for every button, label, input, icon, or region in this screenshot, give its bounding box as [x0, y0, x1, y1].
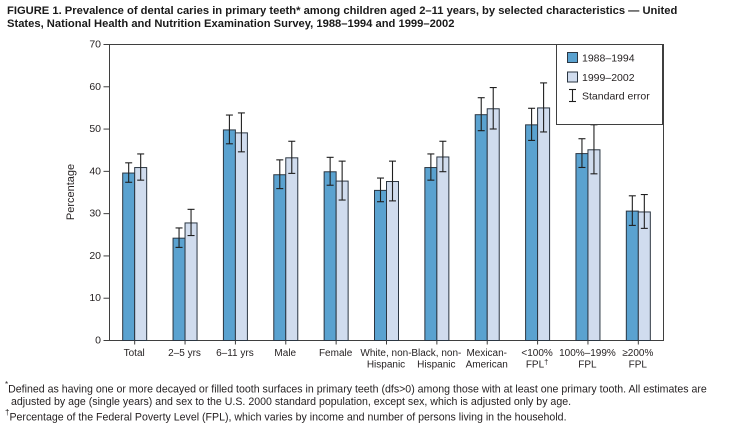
bar — [537, 107, 551, 341]
bar — [335, 180, 349, 341]
footnotes: *Defined as having one or more decayed o… — [5, 380, 734, 424]
x-tick-label: 6–11 yrs — [216, 348, 254, 359]
bar — [122, 172, 136, 341]
error-bar — [640, 193, 648, 229]
legend-error-icon — [569, 88, 576, 103]
figure-title: FIGURE 1. Prevalence of dental caries in… — [7, 5, 731, 31]
bar — [184, 222, 198, 341]
x-tick-label: Black, non- — [411, 348, 461, 359]
error-bar — [540, 82, 548, 133]
footnote-1-continued: adjusted by age (single years) and sex t… — [5, 396, 734, 408]
x-tick-label: Total — [124, 348, 145, 359]
legend-label-1: 1988–1994 — [582, 53, 635, 65]
bar — [222, 129, 236, 341]
x-tick-label: American — [466, 360, 508, 371]
x-tick-label: <100% — [521, 348, 553, 359]
footnote-1: *Defined as having one or more decayed o… — [5, 380, 734, 396]
bar — [625, 210, 639, 341]
legend: 1988–1994 1999–2002 Standard error — [556, 44, 663, 125]
bar — [587, 149, 601, 341]
legend-swatch-1 — [567, 52, 578, 63]
bar — [172, 237, 186, 341]
x-tick-label: 2–5 yrs — [168, 348, 201, 359]
error-bar — [477, 97, 485, 132]
footnote-2-marker: † — [5, 408, 10, 418]
bar — [424, 167, 438, 341]
figure-title-line2: States, National Health and Nutrition Ex… — [7, 18, 455, 30]
x-tick-label: FPL — [578, 360, 597, 371]
x-tick-label: FPL† — [526, 358, 549, 371]
error-bar — [237, 112, 245, 153]
bar — [474, 114, 488, 341]
error-bar — [225, 114, 233, 145]
x-tick-label: ≥200% — [622, 348, 653, 359]
footnote-2-text: Percentage of the Federal Poverty Level … — [9, 411, 567, 424]
error-bar — [439, 140, 447, 173]
y-tick-label: 50 — [89, 123, 101, 135]
error-bar — [326, 156, 334, 186]
error-bar — [338, 160, 346, 201]
error-bar — [276, 159, 284, 190]
x-tick-label: 100%–199% — [559, 348, 616, 359]
x-tick-label: Hispanic — [417, 360, 455, 371]
error-bar — [288, 140, 296, 174]
bar — [525, 124, 539, 342]
footnote-2: †Percentage of the Federal Poverty Level… — [5, 408, 734, 424]
bar — [486, 108, 500, 341]
y-tick-label: 70 — [89, 39, 101, 51]
footnote-1-text: Defined as having one or more decayed or… — [8, 383, 707, 396]
error-bar — [489, 87, 497, 130]
x-tick-label: Hispanic — [367, 360, 405, 371]
bar — [234, 132, 248, 342]
bar — [575, 153, 589, 342]
legend-swatch-2 — [567, 71, 578, 83]
y-tick-label: 60 — [89, 81, 101, 93]
error-bar — [427, 153, 435, 181]
error-bar — [389, 160, 396, 202]
y-axis-title: Percentage — [65, 164, 77, 220]
y-tick-label: 30 — [89, 208, 101, 220]
error-bar — [175, 227, 183, 248]
y-tick-label: 0 — [95, 335, 101, 347]
figure-title-line1: FIGURE 1. Prevalence of dental caries in… — [7, 5, 678, 17]
bar — [374, 189, 387, 341]
error-bar — [628, 195, 636, 226]
error-bar — [528, 107, 536, 141]
bar — [637, 211, 651, 341]
error-bar — [125, 162, 133, 183]
bar — [386, 181, 399, 341]
legend-label-2: 1999–2002 — [582, 72, 635, 84]
bar — [323, 171, 337, 341]
legend-error-label: Standard error — [582, 91, 650, 103]
x-tick-label: Mexican- — [466, 348, 507, 359]
bar — [273, 174, 287, 341]
x-tick-label: Female — [319, 348, 353, 359]
bar — [285, 157, 299, 341]
x-tick-label: Male — [274, 348, 296, 359]
y-tick-label: 20 — [89, 250, 101, 262]
bar-chart: 0 10 20 30 40 50 60 70 Percentage Total 2–5 yrs 6–1… — [65, 39, 664, 371]
footnote-1-marker: * — [5, 380, 9, 389]
y-tick-label: 40 — [89, 165, 101, 177]
bar — [436, 156, 450, 342]
error-bar — [578, 138, 586, 169]
x-tick-label: FPL — [629, 360, 648, 371]
error-bar — [187, 208, 195, 237]
error-bar — [377, 177, 384, 203]
error-bar — [137, 153, 145, 181]
x-tick-label: White, non- — [360, 348, 411, 359]
footnote-1-text-cont: adjusted by age (single years) and sex t… — [11, 395, 572, 408]
y-tick-label: 10 — [89, 292, 101, 304]
bar — [134, 167, 148, 341]
